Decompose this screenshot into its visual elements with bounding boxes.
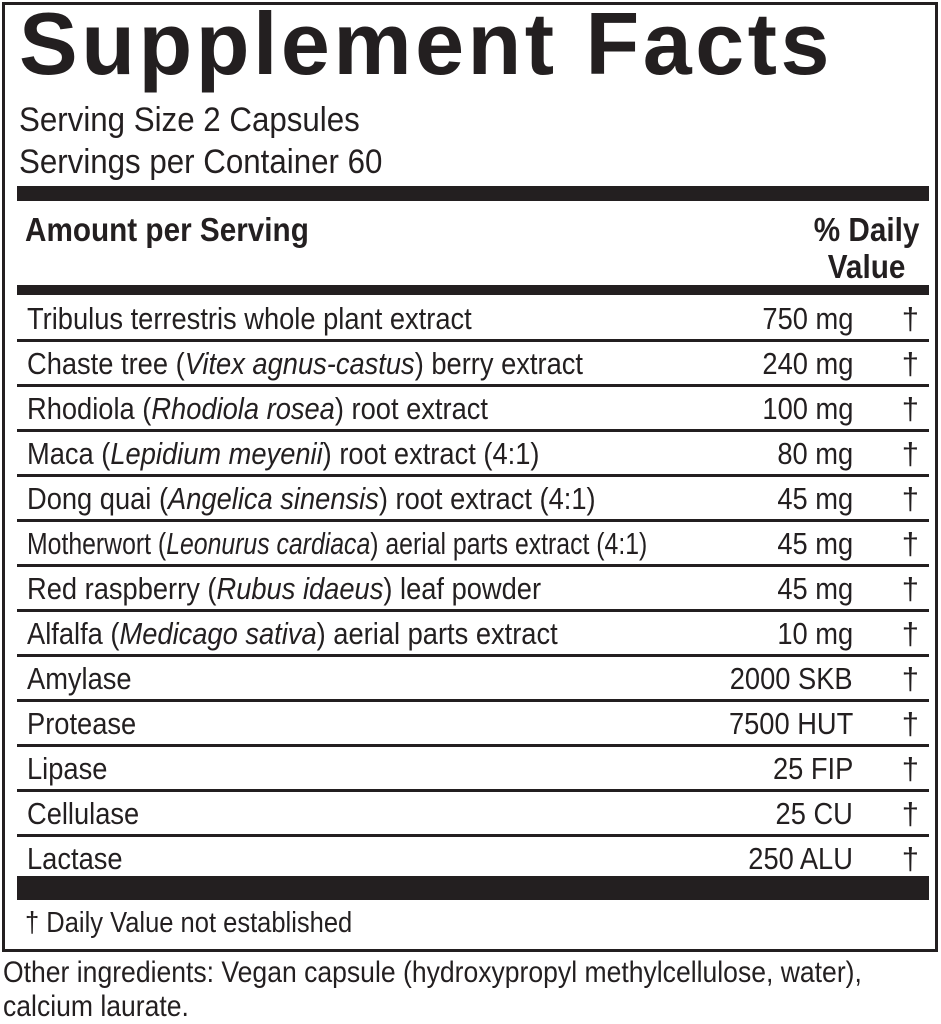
- ingredient-name: Cellulase: [27, 796, 139, 832]
- ingredient-name: Tribulus terrestris whole plant extract: [27, 301, 472, 337]
- ingredient-name-part: ) root extract: [334, 391, 488, 426]
- latin-name: Angelica sinensis: [168, 481, 379, 516]
- ingredient-name: Red raspberry (Rubus idaeus) leaf powder: [27, 571, 541, 607]
- ingredient-name-part: Amylase: [27, 661, 132, 696]
- daily-value-dagger: †: [901, 346, 919, 381]
- ingredient-amount: 2000 SKB: [730, 661, 853, 696]
- daily-value-dagger: †: [901, 616, 919, 651]
- table-row: Alfalfa (Medicago sativa) aerial parts e…: [17, 612, 929, 657]
- daily-value-dagger: †: [901, 751, 919, 786]
- ingredient-amount: 45 mg: [777, 481, 853, 516]
- ingredient-name-part: Cellulase: [27, 796, 140, 831]
- ingredient-name-part: Motherwort (: [27, 526, 167, 561]
- thick-divider: [17, 876, 929, 900]
- table-row: Motherwort (Leonurus cardiaca) aerial pa…: [17, 522, 929, 567]
- table-row: Rhodiola (Rhodiola rosea) root extract 10…: [17, 387, 929, 432]
- daily-value-dagger: †: [901, 481, 919, 516]
- ingredient-name-part: Lipase: [27, 751, 108, 786]
- table-row: Red raspberry (Rubus idaeus) leaf powder…: [17, 567, 929, 612]
- ingredient-table: Tribulus terrestris whole plant extract 7…: [17, 297, 929, 879]
- table-row: Lactase 250 ALU †: [17, 837, 929, 879]
- ingredient-amount: 100 mg: [762, 391, 853, 426]
- daily-value-header-line2: Value: [827, 248, 905, 285]
- latin-name: Leonurus cardiaca: [166, 526, 371, 561]
- daily-value-header: % Daily Value: [813, 211, 919, 285]
- supplement-facts-panel: Supplement Facts Serving Size 2 Capsules…: [2, 0, 938, 952]
- daily-value-header-line1: % Daily: [813, 211, 919, 248]
- ingredient-amount: 80 mg: [777, 436, 853, 471]
- daily-value-dagger: †: [901, 436, 919, 471]
- ingredient-name: Protease: [27, 706, 136, 742]
- ingredient-name-part: ) berry extract: [414, 346, 583, 381]
- daily-value-dagger: †: [901, 301, 919, 336]
- table-row: Cellulase 25 CU †: [17, 792, 929, 837]
- serving-size: Serving Size 2 Capsules: [19, 101, 360, 139]
- ingredient-name-part: ) leaf powder: [383, 571, 542, 606]
- ingredient-name: Lactase: [27, 841, 123, 877]
- ingredient-amount: 10 mg: [777, 616, 853, 651]
- daily-value-dagger: †: [901, 391, 919, 426]
- table-row: Dong quai (Angelica sinensis) root extra…: [17, 477, 929, 522]
- ingredient-name: Lipase: [27, 751, 107, 787]
- ingredient-name: Motherwort (Leonurus cardiaca) aerial pa…: [27, 526, 647, 562]
- amount-per-serving-header: Amount per Serving: [25, 211, 309, 248]
- table-row: Chaste tree (Vitex agnus-castus) berry e…: [17, 342, 929, 387]
- ingredient-name-part: ) aerial parts extract: [316, 616, 558, 651]
- ingredient-name: Dong quai (Angelica sinensis) root extra…: [27, 481, 596, 517]
- latin-name: Vitex agnus-castus: [184, 346, 415, 381]
- table-row: Lipase 25 FIP †: [17, 747, 929, 792]
- ingredient-name: Chaste tree (Vitex agnus-castus) berry e…: [27, 346, 583, 382]
- ingredient-name-part: Tribulus terrestris whole plant extract: [27, 301, 472, 336]
- thick-divider: [17, 285, 929, 295]
- daily-value-dagger: †: [901, 571, 919, 606]
- panel-title: Supplement Facts: [19, 0, 833, 93]
- ingredient-amount: 750 mg: [762, 301, 853, 336]
- ingredient-name: Rhodiola (Rhodiola rosea) root extract: [27, 391, 488, 427]
- daily-value-dagger: †: [901, 796, 919, 831]
- ingredient-amount: 250 ALU: [748, 841, 853, 876]
- ingredient-amount: 7500 HUT: [728, 706, 853, 741]
- thick-divider: [17, 186, 929, 201]
- table-row: Tribulus terrestris whole plant extract 7…: [17, 297, 929, 342]
- ingredient-name-part: Lactase: [27, 841, 123, 876]
- ingredient-amount: 45 mg: [777, 571, 853, 606]
- ingredient-name-part: ) root extract (4:1): [322, 436, 540, 471]
- table-row: Amylase 2000 SKB †: [17, 657, 929, 702]
- servings-per-container: Servings per Container 60: [19, 143, 383, 181]
- table-row: Maca (Lepidium meyenii) root extract (4:…: [17, 432, 929, 477]
- ingredient-name-part: Dong quai (: [27, 481, 169, 516]
- ingredient-name-part: Protease: [27, 706, 137, 741]
- ingredient-amount: 240 mg: [762, 346, 853, 381]
- daily-value-dagger: †: [901, 706, 919, 741]
- ingredient-name-part: Maca (: [27, 436, 111, 471]
- other-ingredients: Other ingredients: Vegan capsule (hydrox…: [3, 956, 862, 1023]
- footnote: † Daily Value not established: [25, 907, 353, 939]
- table-row: Protease 7500 HUT †: [17, 702, 929, 747]
- ingredient-amount: 25 CU: [775, 796, 853, 831]
- daily-value-dagger: †: [901, 526, 919, 561]
- latin-name: Medicago sativa: [119, 616, 317, 651]
- ingredient-name-part: Rhodiola (: [27, 391, 152, 426]
- ingredient-name: Amylase: [27, 661, 132, 697]
- ingredient-name-part: Chaste tree (: [27, 346, 185, 381]
- ingredient-amount: 45 mg: [777, 526, 853, 561]
- ingredient-name-part: ) aerial parts extract (4:1): [370, 526, 648, 561]
- ingredient-amount: 25 FIP: [772, 751, 853, 786]
- ingredient-name-part: ) root extract (4:1): [378, 481, 596, 516]
- latin-name: Lepidium meyenii: [110, 436, 323, 471]
- ingredient-name-part: Alfalfa (: [27, 616, 120, 651]
- latin-name: Rhodiola rosea: [151, 391, 335, 426]
- latin-name: Rubus idaeus: [216, 571, 384, 606]
- daily-value-dagger: †: [901, 841, 919, 876]
- ingredient-name: Alfalfa (Medicago sativa) aerial parts e…: [27, 616, 558, 652]
- ingredient-name: Maca (Lepidium meyenii) root extract (4:…: [27, 436, 539, 472]
- ingredient-name-part: Red raspberry (: [27, 571, 217, 606]
- daily-value-dagger: †: [901, 661, 919, 696]
